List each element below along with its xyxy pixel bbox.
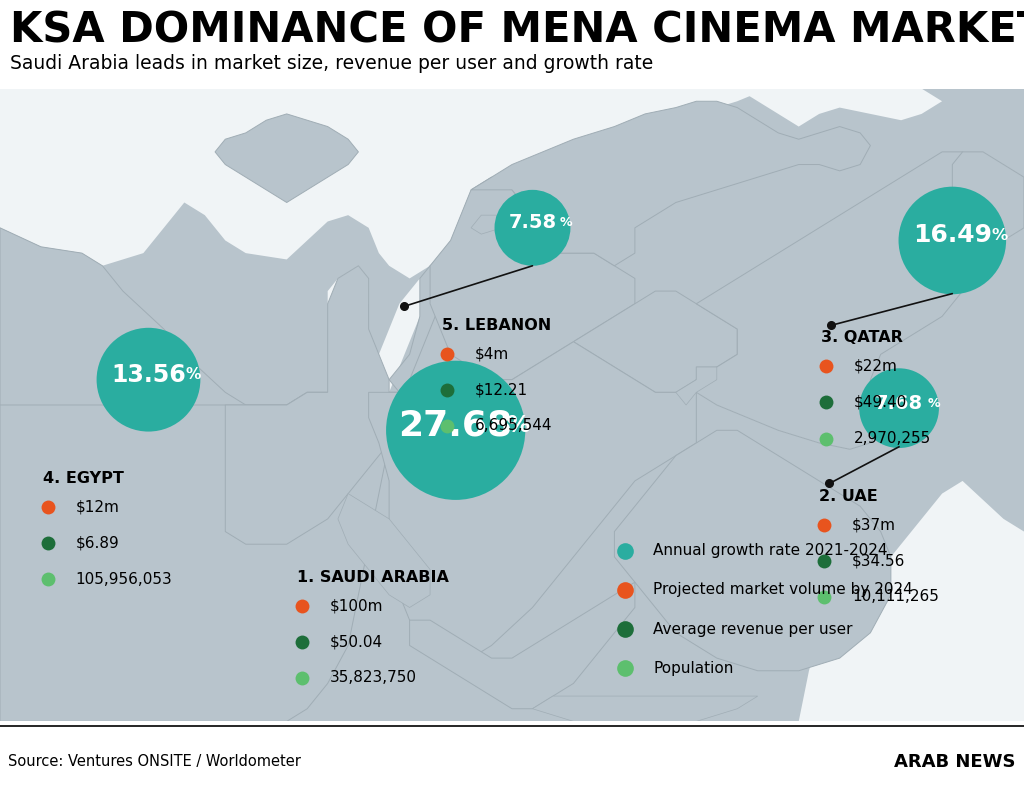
Text: $50.04: $50.04 — [330, 634, 383, 649]
Text: Source: Ventures ONSITE / Worldometer: Source: Ventures ONSITE / Worldometer — [8, 755, 301, 770]
Text: $12m: $12m — [76, 499, 120, 514]
Text: %: % — [560, 216, 572, 229]
Polygon shape — [952, 152, 1024, 240]
Polygon shape — [410, 582, 635, 709]
Polygon shape — [676, 367, 717, 405]
Text: $22m: $22m — [854, 359, 898, 374]
Text: $37m: $37m — [852, 517, 896, 532]
Polygon shape — [532, 696, 758, 721]
Ellipse shape — [859, 369, 939, 448]
Text: 1. SAUDI ARABIA: 1. SAUDI ARABIA — [297, 570, 449, 585]
Text: 7.58: 7.58 — [509, 214, 556, 233]
Ellipse shape — [386, 361, 525, 500]
Polygon shape — [696, 380, 881, 449]
Text: 16.49: 16.49 — [912, 223, 992, 248]
Polygon shape — [973, 152, 1024, 240]
Text: %: % — [928, 396, 940, 410]
Polygon shape — [696, 152, 993, 449]
Polygon shape — [471, 101, 870, 266]
Text: $12.21: $12.21 — [475, 382, 528, 397]
Polygon shape — [225, 266, 410, 544]
Text: %: % — [991, 228, 1008, 243]
Polygon shape — [737, 89, 942, 127]
Text: $4m: $4m — [475, 346, 509, 361]
FancyBboxPatch shape — [0, 89, 1024, 721]
Ellipse shape — [495, 190, 570, 266]
Polygon shape — [0, 392, 389, 721]
Text: Projected market volume by 2024: Projected market volume by 2024 — [653, 582, 913, 597]
Text: %: % — [506, 414, 529, 437]
Polygon shape — [471, 215, 512, 234]
Text: %: % — [185, 367, 201, 382]
Text: Average revenue per user: Average revenue per user — [653, 622, 853, 637]
Polygon shape — [369, 342, 696, 658]
Polygon shape — [573, 291, 737, 392]
Text: 6,695,544: 6,695,544 — [475, 418, 553, 433]
Text: 10,111,265: 10,111,265 — [852, 589, 939, 604]
Polygon shape — [389, 253, 451, 392]
Text: 2. UAE: 2. UAE — [819, 489, 878, 504]
Text: 7.68: 7.68 — [876, 394, 923, 413]
Text: KSA DOMINANCE OF MENA CINEMA MARKET: KSA DOMINANCE OF MENA CINEMA MARKET — [10, 9, 1024, 51]
Text: 5. LEBANON: 5. LEBANON — [442, 318, 552, 333]
Text: 2,970,255: 2,970,255 — [854, 431, 931, 446]
Polygon shape — [614, 430, 891, 671]
Text: $100m: $100m — [330, 598, 383, 613]
Polygon shape — [0, 89, 768, 278]
Text: 35,823,750: 35,823,750 — [330, 670, 417, 685]
Text: $6.89: $6.89 — [76, 536, 120, 551]
Text: $34.56: $34.56 — [852, 553, 905, 568]
Polygon shape — [328, 278, 430, 430]
Ellipse shape — [96, 327, 201, 432]
Text: 105,956,053: 105,956,053 — [76, 572, 172, 586]
Text: 27.68: 27.68 — [398, 408, 513, 442]
Text: ARAB NEWS: ARAB NEWS — [894, 753, 1016, 770]
Polygon shape — [0, 228, 430, 721]
Text: Population: Population — [653, 660, 733, 676]
Text: 3. QATAR: 3. QATAR — [821, 331, 903, 346]
Text: 13.56: 13.56 — [112, 362, 185, 387]
Ellipse shape — [898, 187, 1007, 294]
Polygon shape — [799, 481, 1024, 721]
Text: $49.40: $49.40 — [854, 395, 907, 410]
Polygon shape — [338, 494, 430, 607]
Text: Annual growth rate 2021-2024: Annual growth rate 2021-2024 — [653, 543, 888, 558]
Text: 4. EGYPT: 4. EGYPT — [43, 471, 124, 486]
Polygon shape — [328, 266, 369, 316]
Polygon shape — [215, 114, 358, 202]
Text: Saudi Arabia leads in market size, revenue per user and growth rate: Saudi Arabia leads in market size, reven… — [10, 55, 653, 74]
Polygon shape — [430, 177, 635, 380]
